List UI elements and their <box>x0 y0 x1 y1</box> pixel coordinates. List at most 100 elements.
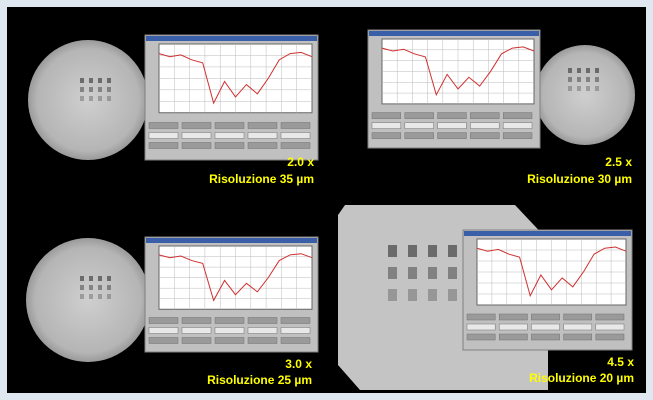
test-pattern <box>98 294 102 299</box>
control <box>372 123 401 129</box>
xray-disc <box>535 45 635 145</box>
control <box>281 133 310 139</box>
control <box>596 314 624 320</box>
control <box>470 123 499 129</box>
control <box>248 123 277 129</box>
test-pattern <box>428 245 437 257</box>
test-pattern <box>98 285 102 290</box>
control <box>564 334 592 340</box>
control <box>405 123 434 129</box>
control <box>182 133 211 139</box>
test-pattern <box>107 87 111 92</box>
control <box>149 318 178 324</box>
control <box>281 338 310 344</box>
test-pattern <box>80 87 84 92</box>
test-pattern <box>568 77 572 82</box>
control <box>503 113 532 119</box>
control <box>182 143 211 149</box>
control <box>531 324 559 330</box>
control <box>467 334 495 340</box>
control <box>503 123 532 129</box>
control <box>564 314 592 320</box>
test-pattern <box>577 68 581 73</box>
test-pattern <box>89 87 93 92</box>
control <box>182 338 211 344</box>
control <box>215 123 244 129</box>
control <box>531 334 559 340</box>
control <box>281 318 310 324</box>
test-pattern <box>107 276 111 281</box>
test-pattern <box>80 294 84 299</box>
resolution: Risoluzione 20 µm <box>529 371 634 385</box>
control <box>503 133 532 139</box>
control <box>499 334 527 340</box>
control <box>596 324 624 330</box>
test-pattern <box>568 68 572 73</box>
title-bar <box>369 31 539 36</box>
test-pattern <box>80 96 84 101</box>
control <box>372 133 401 139</box>
test-pattern <box>80 78 84 83</box>
control <box>215 143 244 149</box>
control <box>182 328 211 334</box>
test-pattern <box>89 285 93 290</box>
control <box>281 123 310 129</box>
control <box>149 143 178 149</box>
control <box>149 328 178 334</box>
test-pattern <box>89 78 93 83</box>
test-pattern <box>448 289 457 301</box>
test-pattern <box>107 294 111 299</box>
test-pattern <box>80 285 84 290</box>
test-pattern <box>98 96 102 101</box>
control <box>405 133 434 139</box>
control <box>470 113 499 119</box>
control <box>467 314 495 320</box>
control <box>182 123 211 129</box>
control <box>281 328 310 334</box>
test-pattern <box>89 294 93 299</box>
control <box>215 328 244 334</box>
test-pattern <box>595 77 599 82</box>
title-bar <box>146 36 317 41</box>
test-pattern <box>408 289 417 301</box>
control <box>467 324 495 330</box>
control <box>248 133 277 139</box>
resolution: Risoluzione 35 µm <box>209 172 314 186</box>
control <box>470 133 499 139</box>
test-pattern <box>448 267 457 279</box>
resolution: Risoluzione 30 µm <box>527 172 632 186</box>
test-pattern <box>586 68 590 73</box>
title-bar <box>146 238 317 243</box>
control <box>149 123 178 129</box>
control <box>372 113 401 119</box>
test-pattern <box>577 86 581 91</box>
xray-disc <box>28 40 148 160</box>
test-pattern <box>89 96 93 101</box>
test-pattern <box>107 78 111 83</box>
control <box>182 318 211 324</box>
composite-image: 2.0 x Risoluzione 35 µm 2.5 x Risoluzion… <box>0 0 653 400</box>
control <box>499 314 527 320</box>
test-pattern <box>586 77 590 82</box>
page: 2.0 x Risoluzione 35 µm 2.5 x Risoluzion… <box>0 0 653 400</box>
control <box>438 123 467 129</box>
magnification: 4.5 x <box>607 355 634 369</box>
test-pattern <box>586 86 590 91</box>
control <box>596 334 624 340</box>
test-pattern <box>595 86 599 91</box>
test-pattern <box>428 289 437 301</box>
control <box>215 133 244 139</box>
control <box>248 328 277 334</box>
control <box>248 143 277 149</box>
test-pattern <box>388 289 397 301</box>
test-pattern <box>89 276 93 281</box>
control <box>281 143 310 149</box>
test-pattern <box>98 78 102 83</box>
test-pattern <box>595 68 599 73</box>
control <box>215 338 244 344</box>
test-pattern <box>568 86 572 91</box>
test-pattern <box>448 245 457 257</box>
test-pattern <box>107 285 111 290</box>
resolution: Risoluzione 25 µm <box>207 373 312 387</box>
control <box>438 113 467 119</box>
